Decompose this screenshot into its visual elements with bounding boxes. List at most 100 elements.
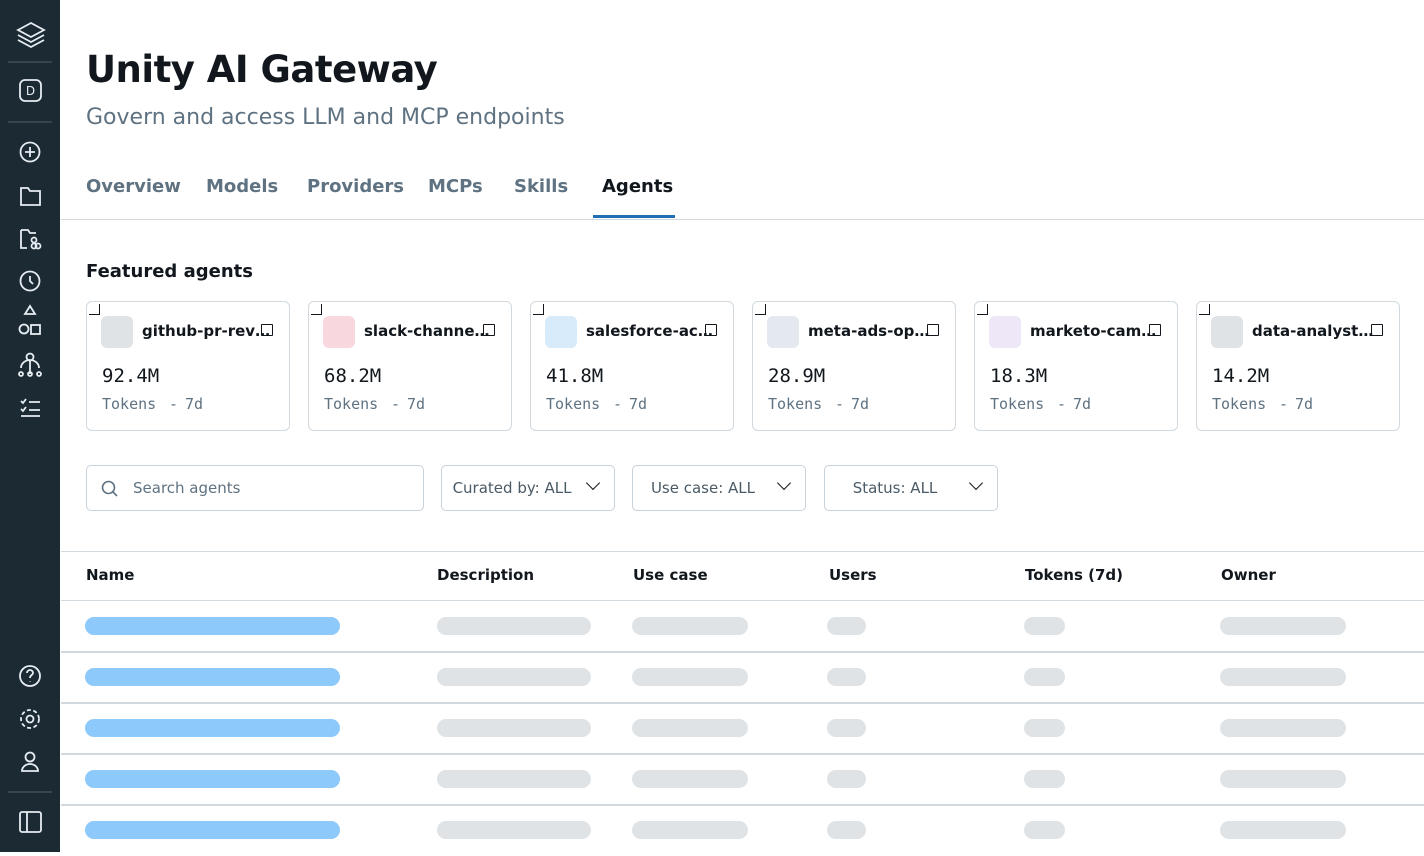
copy-icon[interactable] <box>1371 324 1383 336</box>
agent-tokens: 41.8M <box>546 365 604 387</box>
copy-icon[interactable] <box>927 324 939 336</box>
row-line <box>61 702 1424 704</box>
separator: - <box>1279 395 1289 413</box>
copy-icon-back <box>977 304 988 315</box>
tokens-unit: Tokens <box>768 395 823 413</box>
search-box[interactable]: Search agents <box>86 465 424 511</box>
agent-name: github-pr-rev… <box>142 322 271 340</box>
agent-card[interactable]: salesforce-ac… 41.8M Tokens -7d <box>530 301 734 431</box>
tab[interactable]: Overview <box>86 176 181 197</box>
agent-avatar <box>545 316 577 348</box>
period: 7d <box>851 395 870 413</box>
separator: - <box>391 395 401 413</box>
copy-icon[interactable] <box>261 324 273 336</box>
search-placeholder: Search agents <box>133 479 241 497</box>
agent-card[interactable]: github-pr-rev… 92.4M Tokens -7d <box>86 301 290 431</box>
chevron <box>968 475 984 491</box>
header-line <box>61 600 1424 601</box>
period: 7d <box>629 395 648 413</box>
copy-icon-back <box>1199 304 1210 315</box>
tab[interactable]: MCPs <box>428 176 483 197</box>
period: 7d <box>1073 395 1092 413</box>
separator: - <box>613 395 623 413</box>
agent-avatar <box>767 316 799 348</box>
copy-icon-back <box>755 304 766 315</box>
catalog-icon[interactable] <box>23 304 37 315</box>
period: 7d <box>1295 395 1314 413</box>
page-subtitle: Govern and access LLM and MCP endpoints <box>86 105 565 130</box>
column-header: Owner <box>1221 566 1276 584</box>
agent-tokens: 18.3M <box>990 365 1048 387</box>
workspace-icon[interactable] <box>19 79 42 102</box>
filter-dropdown[interactable]: Use case: ALL <box>632 465 806 511</box>
filter-label: Curated by: ALL <box>452 479 572 497</box>
skeleton-cell <box>437 821 591 839</box>
new-icon[interactable] <box>19 141 41 163</box>
tasks-icon[interactable] <box>20 398 40 417</box>
tab[interactable]: Skills <box>514 176 569 197</box>
filter-dropdown[interactable]: Status: ALL <box>824 465 998 511</box>
skeleton-cell <box>1220 668 1346 686</box>
skeleton-cell <box>1024 617 1065 635</box>
separator: - <box>169 395 179 413</box>
skeleton-cell <box>437 668 591 686</box>
logo[interactable] <box>16 21 46 49</box>
filter-dropdown[interactable]: Curated by: ALL <box>441 465 615 511</box>
agent-name: salesforce-ac… <box>586 322 713 340</box>
workspace-letter: D <box>26 84 35 98</box>
separator: - <box>1057 395 1067 413</box>
agent-name: slack-channe… <box>364 322 490 340</box>
repo-icon[interactable] <box>20 229 36 249</box>
skeleton-cell <box>827 821 866 839</box>
history-icon[interactable] <box>19 270 41 292</box>
skeleton-cell <box>85 668 340 686</box>
section-heading: Featured agents <box>86 261 253 282</box>
tab[interactable]: Providers <box>307 176 405 197</box>
skeleton-cell <box>1024 770 1065 788</box>
divider <box>61 219 1424 220</box>
tokens-unit: Tokens <box>546 395 601 413</box>
copy-icon-back <box>311 304 322 315</box>
tab[interactable]: Models <box>206 176 279 197</box>
row-line <box>61 804 1424 806</box>
agent-card[interactable]: data-analyst… 14.2M Tokens -7d <box>1196 301 1400 431</box>
collapse-icon[interactable] <box>19 811 42 833</box>
column-header: Use case <box>633 566 708 584</box>
agent-avatar <box>1211 316 1243 348</box>
agent-tokens: 92.4M <box>102 365 160 387</box>
folder-icon[interactable] <box>20 187 41 206</box>
search-icon <box>101 480 118 497</box>
help-icon[interactable] <box>19 665 41 687</box>
skeleton-cell <box>827 668 866 686</box>
skeleton-cell <box>1024 821 1065 839</box>
copy-icon[interactable] <box>483 324 495 336</box>
agent-card[interactable]: marketo-cam… 18.3M Tokens -7d <box>974 301 1178 431</box>
copy-icon[interactable] <box>1149 324 1161 336</box>
tab[interactable]: Agents <box>602 176 674 197</box>
column-header: Name <box>86 566 135 584</box>
skeleton-cell <box>85 719 340 737</box>
skeleton-cell <box>632 821 748 839</box>
profile-icon[interactable] <box>24 751 36 763</box>
agent-card[interactable]: slack-channe… 68.2M Tokens -7d <box>308 301 512 431</box>
skeleton-cell <box>437 617 591 635</box>
skeleton-cell <box>632 770 748 788</box>
skeleton-cell <box>632 719 748 737</box>
agent-card[interactable]: meta-ads-op… 28.9M Tokens -7d <box>752 301 956 431</box>
settings-icon[interactable] <box>25 714 35 724</box>
skeleton-cell <box>1024 719 1065 737</box>
agent-name: marketo-cam… <box>1030 322 1157 340</box>
copy-icon[interactable] <box>705 324 717 336</box>
tokens-unit: Tokens <box>1212 395 1267 413</box>
sidebar-icons: D <box>8 21 52 833</box>
skeleton-cell <box>85 770 340 788</box>
skeleton-cell <box>827 617 866 635</box>
agent-tokens: 14.2M <box>1212 365 1270 387</box>
row-line <box>61 651 1424 653</box>
agent-name: meta-ads-op… <box>808 322 930 340</box>
tokens-unit: Tokens <box>990 395 1045 413</box>
chevron <box>585 475 601 491</box>
skeleton-cell <box>85 617 340 635</box>
agent-tokens: 28.9M <box>768 365 826 387</box>
